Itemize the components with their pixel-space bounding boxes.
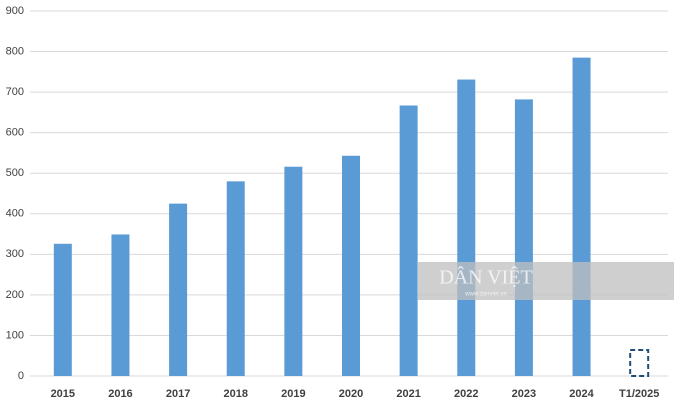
x-tick-label: 2015 xyxy=(51,388,75,400)
y-tick-label: 200 xyxy=(6,289,24,301)
bar xyxy=(457,79,476,377)
y-tick-label: 700 xyxy=(6,86,24,98)
bar xyxy=(342,155,360,376)
y-tick-label: 500 xyxy=(6,167,24,179)
x-tick-label: 2017 xyxy=(166,388,190,400)
y-tick-label: 0 xyxy=(18,370,24,382)
y-tick-label: 400 xyxy=(6,208,24,220)
y-tick-label: 600 xyxy=(6,127,24,139)
bar xyxy=(53,243,72,376)
x-tick-label: 2019 xyxy=(281,388,305,400)
x-tick-label: 2023 xyxy=(512,388,536,400)
watermark-url: www.danviet.vn xyxy=(464,292,507,298)
x-tick-label: 2021 xyxy=(396,388,420,400)
y-tick-label: 100 xyxy=(6,329,24,341)
bar xyxy=(629,349,650,377)
x-tick-label: 2020 xyxy=(339,388,363,400)
bar xyxy=(284,166,303,376)
bar xyxy=(514,99,533,377)
y-tick-label: 800 xyxy=(6,45,24,57)
bar xyxy=(226,181,245,376)
x-tick-label: 2016 xyxy=(108,388,132,400)
x-tick-label: 2024 xyxy=(569,388,594,400)
bar xyxy=(572,57,591,377)
x-tick-label: T1/2025 xyxy=(619,388,659,400)
x-tick-label: 2018 xyxy=(223,388,247,400)
y-tick-label: 900 xyxy=(6,5,24,17)
y-tick-label: 300 xyxy=(6,248,24,260)
bar xyxy=(111,234,130,376)
watermark-title: DÂN VIỆT xyxy=(439,266,533,289)
bar xyxy=(399,105,418,376)
watermark-band xyxy=(418,262,674,300)
x-tick-label: 2022 xyxy=(454,388,478,400)
bar xyxy=(169,203,188,376)
